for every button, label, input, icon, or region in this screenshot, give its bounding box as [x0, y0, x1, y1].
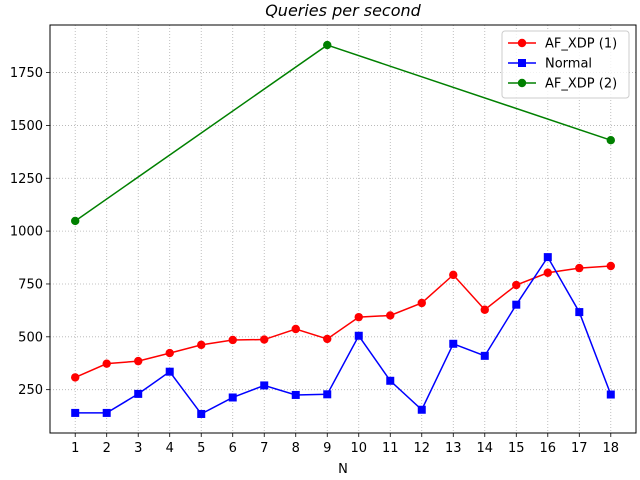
data-point: [417, 298, 426, 308]
data-point: [323, 334, 332, 344]
x-axis: 1 2 3 4 5 6 7 8 9 10 11 12 13 14 15 16 17 18: [71, 433, 619, 456]
plot-frame: [49, 24, 637, 434]
x-tick-label: 4: [166, 441, 174, 456]
data-point: [102, 408, 111, 417]
data-point: [354, 312, 363, 322]
data-point: [386, 376, 395, 385]
legend-entry: Normal: [508, 57, 592, 72]
legend: AF_XDP (1) Normal AF_XDP (2): [501, 30, 630, 99]
x-tick-label: 8: [292, 441, 300, 456]
data-point: [606, 136, 615, 145]
data-point: [71, 373, 80, 382]
data-point: [449, 339, 458, 348]
legend-marker: [518, 59, 526, 67]
y-tick-label: 250: [18, 383, 43, 398]
x-tick-label: 9: [323, 441, 331, 456]
data-point: [102, 359, 111, 368]
data-point: [606, 261, 615, 271]
x-tick-label: 14: [477, 441, 494, 456]
data-point: [606, 390, 615, 399]
data-point: [543, 253, 552, 262]
data-point: [480, 305, 489, 314]
data-point: [480, 351, 489, 360]
data-point: [165, 367, 174, 376]
y-tick-label: 1500: [10, 119, 43, 134]
y-axis: 250 500 750 1000 1250 1500 1750: [10, 66, 50, 398]
x-tick-label: 16: [540, 441, 557, 456]
data-point: [323, 390, 332, 399]
data-point: [197, 340, 206, 350]
data-point: [575, 263, 584, 273]
legend-box: [501, 30, 630, 99]
data-point: [512, 300, 521, 309]
x-tick-label: 15: [508, 441, 525, 456]
y-tick-label: 750: [18, 277, 43, 292]
x-axis-label: N: [338, 462, 348, 477]
legend-entry: AF_XDP (2): [508, 77, 617, 92]
y-tick-label: 1250: [10, 172, 43, 187]
data-point: [291, 324, 300, 334]
data-point: [260, 335, 269, 344]
legend-label: AF_XDP (1): [545, 37, 617, 52]
plot-series: [71, 40, 615, 418]
data-point: [417, 405, 426, 414]
series-af-xdp-2: [71, 40, 615, 226]
x-tick-label: 18: [603, 441, 620, 456]
x-tick-label: 13: [445, 441, 462, 456]
data-point: [323, 40, 332, 50]
x-tick-label: 10: [350, 441, 367, 456]
x-tick-label: 7: [260, 441, 268, 456]
data-point: [260, 381, 269, 390]
x-tick-label: 3: [134, 441, 142, 456]
chart-title: Queries per second: [265, 1, 421, 20]
y-tick-label: 1750: [10, 66, 43, 81]
x-tick-label: 5: [197, 441, 205, 456]
data-point: [197, 409, 206, 418]
data-point: [449, 270, 458, 280]
data-point: [354, 331, 363, 340]
legend-label: AF_XDP (2): [545, 77, 617, 92]
data-point: [228, 393, 237, 402]
x-tick-label: 1: [71, 441, 79, 456]
y-tick-label: 1000: [10, 225, 43, 240]
x-tick-label: 17: [571, 441, 588, 456]
series-af-xdp-1: [71, 261, 615, 382]
data-point: [71, 216, 80, 226]
y-tick-label: 500: [18, 330, 43, 345]
legend-label: Normal: [545, 57, 592, 72]
x-tick-label: 11: [382, 441, 399, 456]
data-point: [134, 356, 143, 366]
data-point: [543, 268, 552, 277]
data-point: [512, 280, 521, 290]
data-point: [134, 389, 143, 398]
data-point: [228, 335, 237, 345]
data-point: [71, 408, 80, 417]
series-normal: [71, 253, 615, 418]
x-tick-label: 2: [103, 441, 111, 456]
legend-marker: [517, 78, 527, 88]
x-tick-label: 6: [229, 441, 237, 456]
data-point: [575, 308, 584, 317]
data-point: [386, 311, 395, 320]
data-point: [291, 390, 300, 399]
data-point: [165, 348, 174, 358]
x-tick-label: 12: [413, 441, 430, 456]
legend-marker: [517, 38, 527, 48]
series-line: [74, 265, 611, 379]
series-line: [75, 255, 612, 415]
legend-entry: AF_XDP (1): [508, 37, 617, 52]
